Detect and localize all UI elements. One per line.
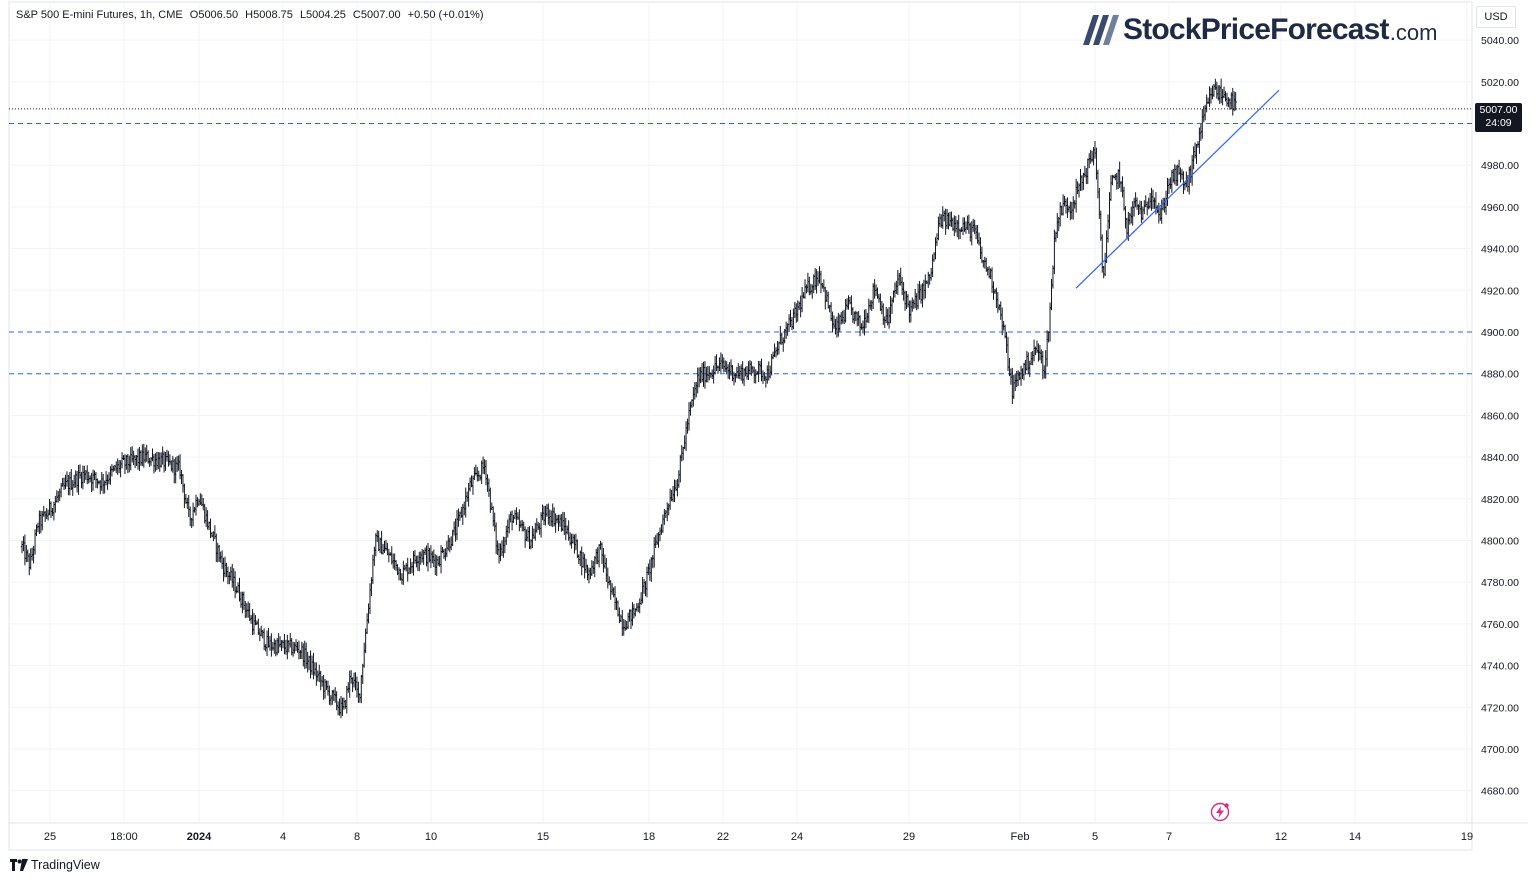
tradingview-icon — [10, 859, 28, 871]
x-tick-label: 10 — [425, 831, 437, 843]
tradingview-logo[interactable]: TradingView — [10, 858, 100, 872]
x-tick-label: 8 — [354, 831, 360, 843]
y-tick-label: 5040.00 — [1481, 35, 1519, 47]
y-tick-label: 4700.00 — [1481, 744, 1519, 756]
y-tick-label: 4900.00 — [1481, 327, 1519, 339]
high-value: H5008.75 — [245, 9, 293, 21]
y-tick-label: 4940.00 — [1481, 244, 1519, 256]
y-tick-label: 5020.00 — [1481, 77, 1519, 89]
bar-countdown: 24:09 — [1485, 117, 1512, 129]
y-tick-label: 4720.00 — [1481, 702, 1519, 714]
x-tick-label: 2024 — [187, 831, 212, 843]
y-tick-label: 4780.00 — [1481, 577, 1519, 589]
currency-button[interactable]: USD — [1476, 6, 1516, 28]
x-tick-label: 18:00 — [110, 831, 138, 843]
last-price-label: 5007.00 24:09 — [1475, 103, 1522, 132]
brand-name: StockPriceForecast — [1123, 13, 1390, 46]
brand-slashes-icon — [1083, 15, 1119, 45]
y-tick-label: 4680.00 — [1481, 786, 1519, 798]
x-tick-label: 29 — [903, 831, 915, 843]
symbol-legend: S&P 500 E-mini Futures, 1h, CME O5006.50… — [16, 9, 488, 21]
plot-frame — [8, 1, 1473, 851]
y-tick-label: 4880.00 — [1481, 369, 1519, 381]
open-value: O5006.50 — [189, 9, 239, 21]
x-tick-label: Feb — [1011, 831, 1030, 843]
x-tick-label: 22 — [717, 831, 729, 843]
y-tick-label: 4980.00 — [1481, 160, 1519, 172]
close-value: C5007.00 — [352, 9, 401, 21]
y-tick-label: 4820.00 — [1481, 494, 1519, 506]
y-tick-label: 4760.00 — [1481, 619, 1519, 631]
y-tick-label: 4860.00 — [1481, 410, 1519, 422]
x-tick-label: 18 — [643, 831, 655, 843]
brand-tld: .com — [1389, 20, 1438, 45]
x-tick-label: 25 — [44, 831, 56, 843]
y-tick-label: 4920.00 — [1481, 285, 1519, 297]
x-tick-label: 7 — [1166, 831, 1172, 843]
lightning-icon[interactable] — [1210, 802, 1230, 822]
y-tick-label: 4960.00 — [1481, 202, 1519, 214]
y-tick-label: 4800.00 — [1481, 536, 1519, 548]
y-tick-label: 4840.00 — [1481, 452, 1519, 464]
x-tick-label: 15 — [537, 831, 549, 843]
low-value: L5004.25 — [299, 9, 346, 21]
x-tick-label: 5 — [1092, 831, 1098, 843]
x-tick-label: 4 — [280, 831, 286, 843]
change-value: +0.50 (+0.01%) — [407, 9, 484, 21]
x-tick-label: 14 — [1349, 831, 1361, 843]
symbol-title: S&P 500 E-mini Futures, 1h, CME — [16, 9, 183, 21]
x-tick-label: 19 — [1461, 831, 1473, 843]
y-tick-label: 4740.00 — [1481, 661, 1519, 673]
brand-watermark: StockPriceForecast .com — [1083, 10, 1437, 50]
trend-line[interactable] — [1075, 89, 1280, 289]
x-tick-label: 12 — [1275, 831, 1287, 843]
x-tick-label: 24 — [791, 831, 803, 843]
tradingview-label: TradingView — [31, 858, 100, 872]
last-price-value: 5007.00 — [1479, 104, 1518, 116]
